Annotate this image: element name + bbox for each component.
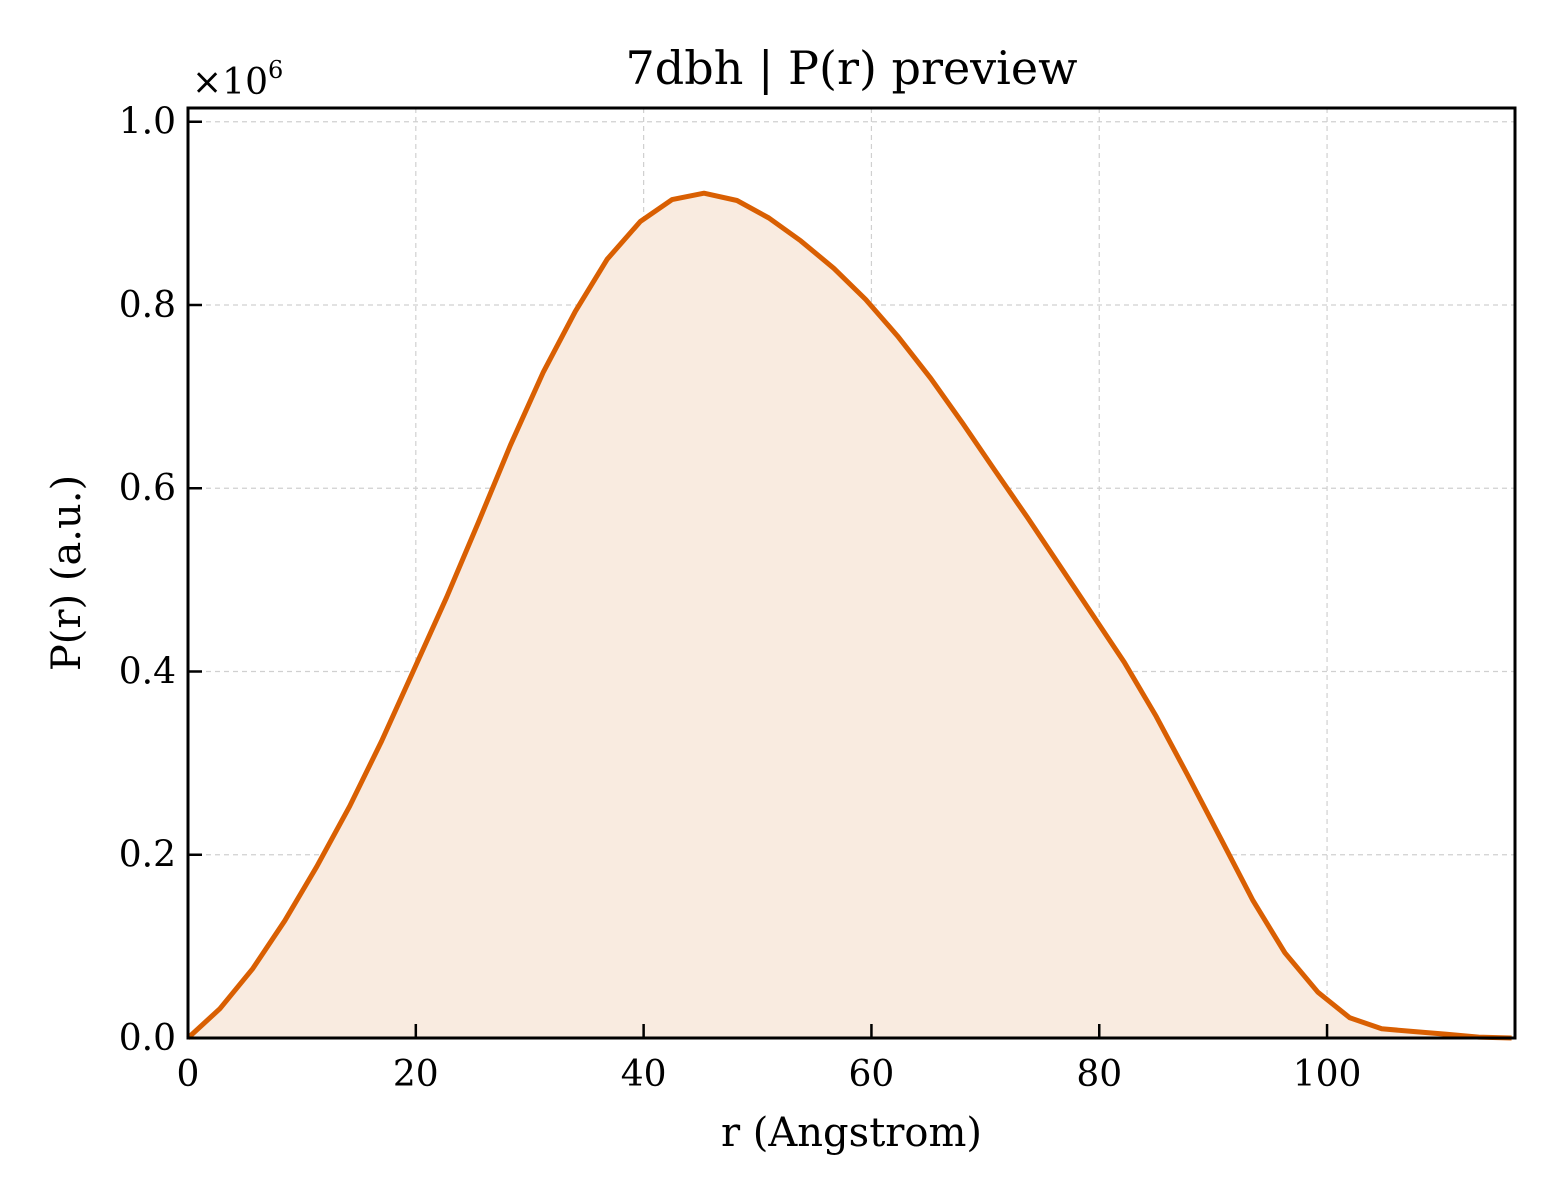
series-line [186, 190, 1512, 1041]
x-tick-label: 80 [1076, 1054, 1122, 1095]
axis-ticks: 0 20 40 60 80 100 0.0 0.2 0.4 0.6 0.8 1.0 [119, 102, 1362, 1095]
plot-frame [186, 106, 1517, 1040]
y-axis-label: P(r) (a.u.) [44, 475, 90, 671]
x-axis-label: r (Angstrom) [721, 1110, 982, 1156]
y-tick-label: 0.4 [119, 651, 176, 692]
chart-title: 7dbh | P(r) preview [626, 41, 1078, 95]
y-axis-multiplier-base: ×10 [192, 62, 268, 103]
y-axis-multiplier: ×106 [192, 56, 283, 103]
y-tick-label: 0.6 [119, 468, 176, 509]
y-tick-label: 0.8 [119, 285, 176, 326]
x-tick-label: 0 [177, 1054, 200, 1095]
y-tick-label: 0.2 [119, 835, 176, 876]
y-tick-label: 0.0 [119, 1018, 176, 1059]
series-area-fill [188, 193, 1512, 1038]
y-axis-multiplier-exponent: 6 [268, 56, 283, 84]
x-tick-label: 100 [1293, 1054, 1362, 1095]
x-tick-label: 60 [849, 1054, 895, 1095]
y-tick-label: 1.0 [119, 102, 176, 143]
x-tick-label: 20 [393, 1054, 439, 1095]
x-tick-label: 40 [621, 1054, 667, 1095]
